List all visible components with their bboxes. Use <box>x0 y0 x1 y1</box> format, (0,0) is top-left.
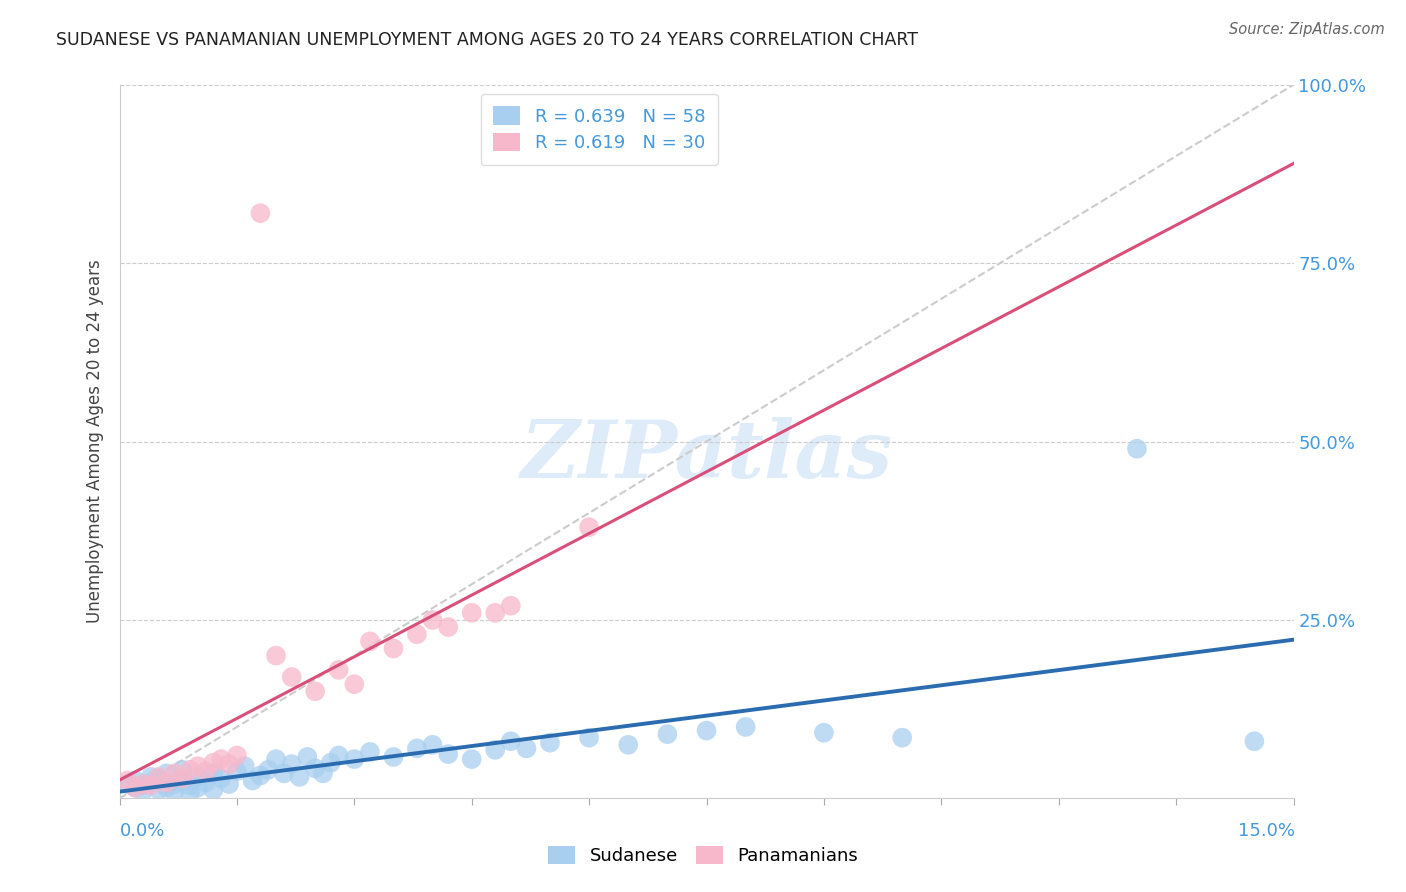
Point <box>124 773 146 788</box>
Point <box>187 770 209 784</box>
Point <box>484 606 506 620</box>
Point <box>499 734 522 748</box>
Point <box>343 677 366 691</box>
Text: 15.0%: 15.0% <box>1237 822 1295 840</box>
Point <box>297 750 319 764</box>
Point <box>312 766 335 780</box>
Point <box>422 613 444 627</box>
Point <box>202 766 225 780</box>
Legend: Sudanese, Panamanians: Sudanese, Panamanians <box>541 838 865 872</box>
Point <box>288 770 311 784</box>
Point <box>139 770 162 784</box>
Point <box>179 786 201 800</box>
Point <box>155 766 177 780</box>
Point <box>319 756 342 770</box>
Point <box>657 727 679 741</box>
Point <box>117 773 139 788</box>
Point <box>499 599 522 613</box>
Point <box>225 748 249 763</box>
Point <box>155 780 177 795</box>
Point <box>139 775 162 789</box>
Point <box>172 772 194 786</box>
Text: ZIPatlas: ZIPatlas <box>520 417 893 494</box>
Point <box>328 663 350 677</box>
Point <box>359 634 381 648</box>
Point <box>484 743 506 757</box>
Point <box>179 779 201 793</box>
Point <box>233 759 256 773</box>
Text: Source: ZipAtlas.com: Source: ZipAtlas.com <box>1229 22 1385 37</box>
Point <box>273 766 295 780</box>
Point <box>209 772 232 786</box>
Point <box>139 779 162 793</box>
Point <box>148 770 170 784</box>
Point <box>382 641 405 656</box>
Point <box>437 747 460 761</box>
Point <box>257 763 280 777</box>
Point <box>148 782 170 797</box>
Point <box>187 780 209 795</box>
Point <box>132 779 155 793</box>
Point <box>249 206 271 220</box>
Point <box>437 620 460 634</box>
Point <box>382 750 405 764</box>
Point <box>249 768 271 782</box>
Point <box>155 775 177 789</box>
Point <box>696 723 718 738</box>
Point <box>422 738 444 752</box>
Point <box>578 731 600 745</box>
Point <box>734 720 756 734</box>
Y-axis label: Unemployment Among Ages 20 to 24 years: Unemployment Among Ages 20 to 24 years <box>86 260 104 624</box>
Point <box>264 752 287 766</box>
Point <box>280 670 302 684</box>
Point <box>1243 734 1265 748</box>
Point <box>406 627 429 641</box>
Point <box>194 764 217 779</box>
Point <box>194 775 217 789</box>
Point <box>218 777 240 791</box>
Point <box>891 731 914 745</box>
Point <box>163 766 186 780</box>
Point <box>124 780 146 795</box>
Point <box>1126 442 1149 456</box>
Point <box>172 763 194 777</box>
Point <box>163 784 186 798</box>
Point <box>117 777 139 791</box>
Point <box>225 764 249 779</box>
Point <box>280 757 302 772</box>
Point <box>218 757 240 772</box>
Point <box>132 777 155 791</box>
Point <box>406 741 429 756</box>
Point <box>264 648 287 663</box>
Point <box>617 738 640 752</box>
Point <box>148 772 170 786</box>
Legend: R = 0.639   N = 58, R = 0.619   N = 30: R = 0.639 N = 58, R = 0.619 N = 30 <box>481 94 718 165</box>
Point <box>202 782 225 797</box>
Point <box>304 761 326 775</box>
Point <box>304 684 326 698</box>
Point <box>343 752 366 766</box>
Point <box>124 780 146 795</box>
Point <box>578 520 600 534</box>
Text: 0.0%: 0.0% <box>120 822 165 840</box>
Point <box>359 745 381 759</box>
Point <box>132 784 155 798</box>
Point <box>538 736 561 750</box>
Point <box>328 748 350 763</box>
Point <box>163 777 186 791</box>
Text: SUDANESE VS PANAMANIAN UNEMPLOYMENT AMONG AGES 20 TO 24 YEARS CORRELATION CHART: SUDANESE VS PANAMANIAN UNEMPLOYMENT AMON… <box>56 31 918 49</box>
Point <box>179 763 201 777</box>
Point <box>209 752 232 766</box>
Point <box>202 756 225 770</box>
Point <box>242 773 264 788</box>
Point <box>187 759 209 773</box>
Point <box>515 741 537 756</box>
Point <box>460 752 484 766</box>
Point <box>813 725 835 739</box>
Point <box>172 773 194 788</box>
Point <box>460 606 484 620</box>
